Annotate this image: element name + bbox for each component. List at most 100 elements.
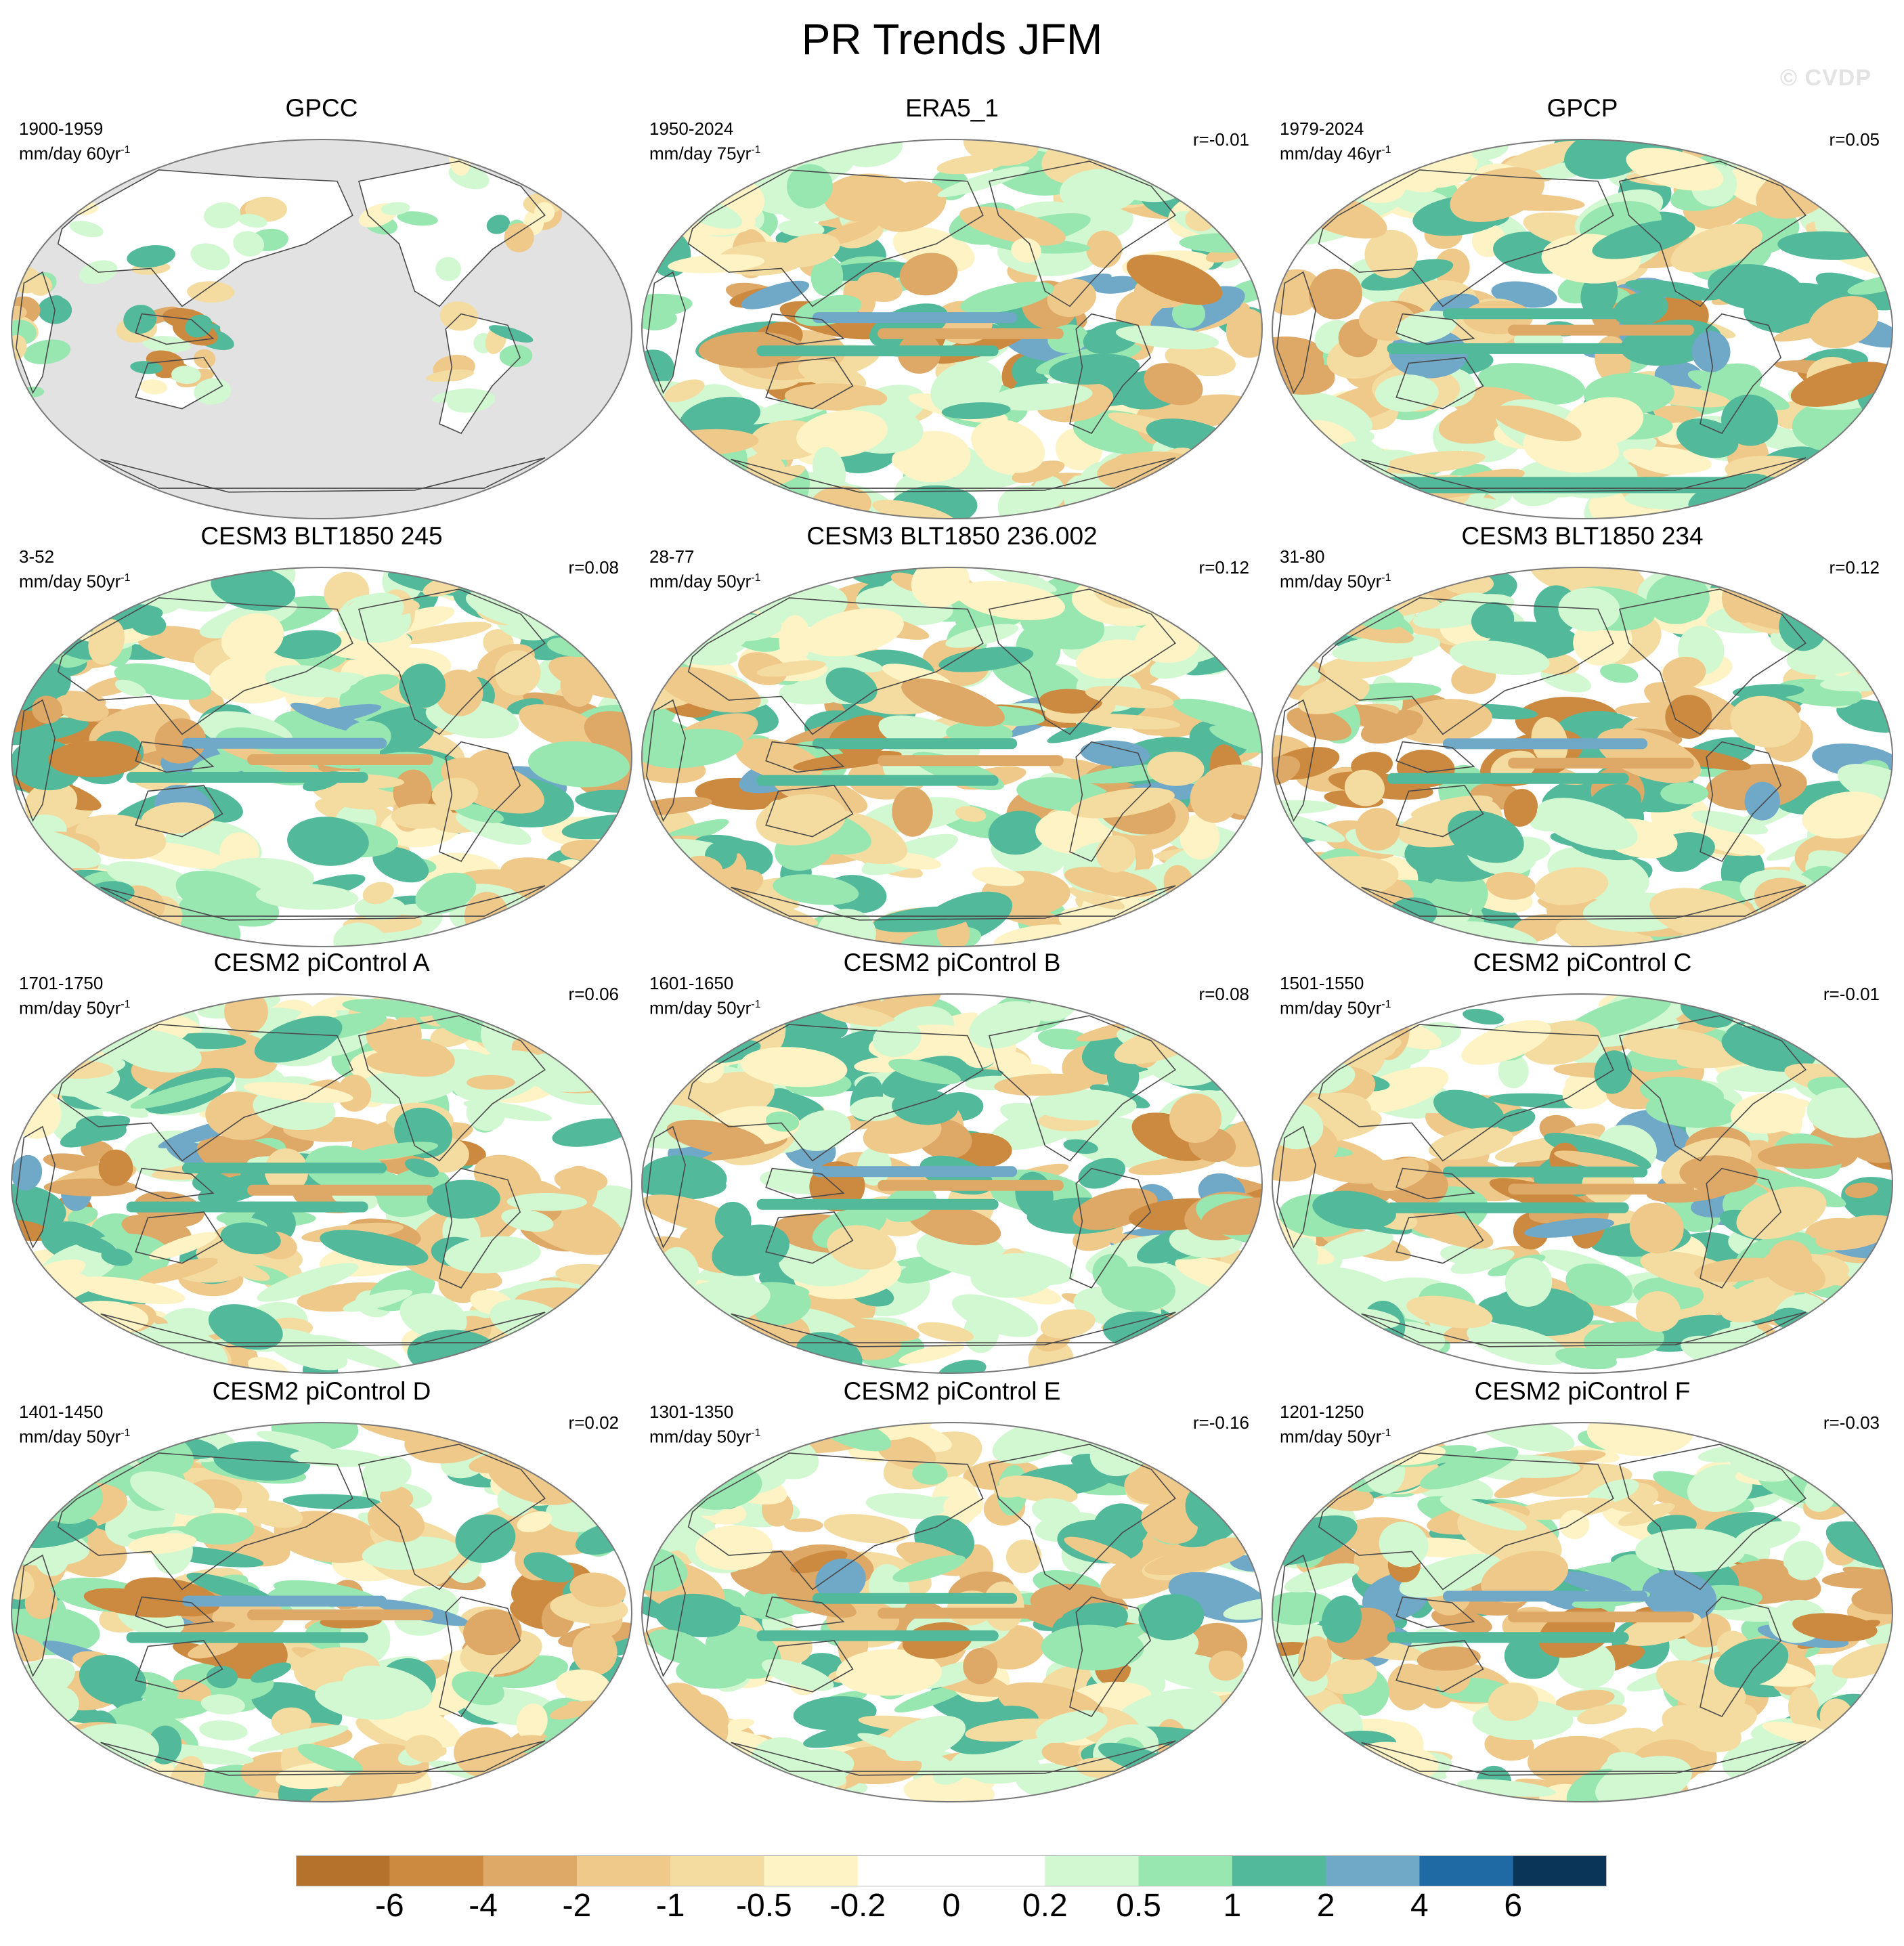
panel-period: 1701-1750	[19, 973, 104, 993]
coastline	[1069, 1167, 1152, 1289]
trend-patch	[961, 473, 999, 492]
trend-patch	[1375, 374, 1439, 412]
trend-patch	[1558, 587, 1620, 632]
trend-patch	[871, 1423, 934, 1441]
trend-patch	[1272, 755, 1301, 787]
trend-patch	[1449, 641, 1550, 675]
equatorial-band	[1508, 758, 1694, 769]
equatorial-band	[126, 1632, 368, 1643]
map-figure	[641, 993, 1263, 1374]
equatorial-band	[756, 345, 999, 357]
trend-patch	[255, 883, 359, 910]
equatorial-band	[812, 312, 1018, 324]
coastline	[1276, 271, 1316, 394]
coastline	[765, 785, 854, 838]
page-title: PR Trends JFM	[801, 15, 1103, 64]
trend-patch	[290, 1448, 384, 1467]
trend-patch	[399, 664, 446, 708]
coastline	[358, 160, 546, 307]
trend-patch	[154, 718, 207, 764]
trend-patch	[1524, 1218, 1615, 1238]
trend-patch	[362, 882, 394, 905]
coastline	[16, 271, 56, 394]
equatorial-band	[1508, 324, 1694, 336]
panel-correlation: r=0.06	[568, 984, 619, 1004]
trend-patch	[130, 1077, 232, 1109]
coastline	[731, 1312, 1176, 1347]
trend-patch	[397, 211, 438, 226]
trend-patch	[1201, 764, 1262, 818]
coastline	[57, 169, 353, 307]
panel-title: GPCC	[285, 94, 358, 122]
trend-patch	[1272, 337, 1324, 387]
trend-patch	[1075, 639, 1152, 679]
trend-patch	[857, 272, 903, 303]
trend-patch	[850, 1096, 903, 1121]
colorbar-swatch	[857, 1855, 952, 1886]
trend-patch	[817, 1004, 896, 1027]
map-panel: GPCP 1979-2024 mm/day 46yr-1 r=0.05	[1268, 93, 1897, 520]
trend-patch	[1321, 1595, 1362, 1643]
trend-patch	[1736, 1186, 1827, 1240]
trend-patch	[571, 1627, 618, 1676]
coastline	[1395, 785, 1484, 838]
trend-patch	[989, 383, 1093, 411]
trend-patch	[405, 1735, 443, 1763]
trend-patch	[1332, 634, 1441, 662]
equatorial-band	[1387, 1632, 1629, 1643]
map-figure	[1272, 139, 1893, 519]
trend-patch	[17, 1517, 98, 1549]
trend-patch	[247, 1725, 349, 1752]
trend-patch	[756, 660, 826, 677]
trend-patch	[1732, 684, 1804, 699]
trend-patch	[246, 1500, 303, 1528]
trend-patch	[452, 802, 504, 823]
trend-patch	[47, 741, 142, 777]
trend-patch	[1821, 1569, 1892, 1589]
colorbar-swatch	[1232, 1855, 1326, 1886]
trend-patch	[1594, 1050, 1632, 1094]
trend-patch	[1730, 1092, 1806, 1134]
trend-patch	[1676, 418, 1739, 458]
coastline	[988, 588, 1176, 735]
trend-patch	[54, 694, 109, 722]
trend-patch	[912, 1463, 948, 1485]
coastline	[988, 1444, 1176, 1591]
trend-patch	[1068, 886, 1125, 910]
equatorial-band	[878, 328, 1064, 339]
trend-patch	[647, 1629, 711, 1666]
trend-patch	[773, 874, 859, 905]
coastline	[1395, 1211, 1484, 1264]
trend-patch	[399, 1293, 467, 1340]
trend-patch	[872, 500, 957, 519]
trend-patch	[1344, 769, 1385, 806]
trend-patch	[1321, 1658, 1378, 1694]
trend-patch	[1626, 148, 1724, 191]
map-figure	[641, 567, 1263, 947]
trend-patch	[415, 872, 477, 914]
trend-patch	[427, 1180, 500, 1219]
map-panel: GPCC 1900-1959 mm/day 60yr-1	[7, 93, 636, 520]
trend-patch	[789, 1550, 848, 1574]
trend-patch	[139, 379, 168, 395]
trend-patch	[1399, 1553, 1502, 1598]
trend-patch	[945, 624, 1019, 648]
coastline	[439, 1167, 521, 1289]
coastline	[731, 885, 1176, 921]
map-figure	[11, 1422, 632, 1802]
trend-patch	[815, 1558, 866, 1602]
map-panel: CESM2 piControl A 1701-1750 mm/day 50yr-1 r…	[7, 948, 636, 1375]
coastline	[1361, 457, 1806, 493]
coastline	[135, 785, 223, 838]
panel-correlation: r=-0.16	[1192, 1412, 1249, 1433]
colorbar-tick-label: -1	[655, 1888, 685, 1924]
trend-patch	[1093, 1503, 1149, 1550]
trend-patch	[994, 1480, 1031, 1498]
coastline	[135, 1211, 223, 1264]
trend-patch	[1536, 798, 1638, 850]
trend-patch	[735, 738, 823, 782]
coastline	[1700, 1167, 1782, 1289]
trend-patch	[185, 1513, 255, 1545]
coastline	[135, 1167, 215, 1200]
trend-patch	[569, 1572, 626, 1607]
